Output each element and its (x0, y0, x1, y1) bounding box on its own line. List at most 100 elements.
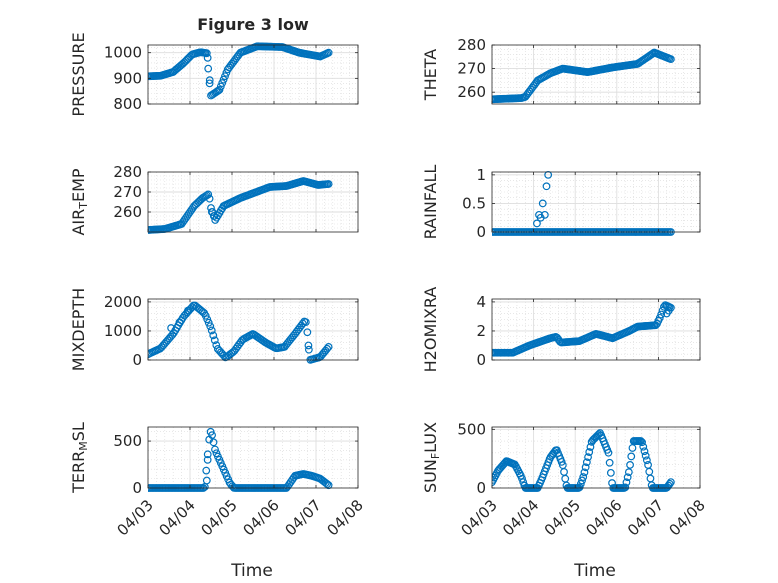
y-tick-label: 500 (457, 420, 486, 438)
data-point (640, 447, 649, 456)
data-point (207, 326, 216, 335)
minor-grid (148, 172, 358, 232)
data-point (579, 473, 588, 481)
subplot-pressure: 800 900 1000 PRESSURE (69, 32, 359, 117)
tick-marks (147, 171, 359, 232)
data-point (210, 336, 219, 345)
data-point (202, 49, 211, 58)
y-axis-label: H2OMIXRA (421, 287, 440, 373)
data-point (301, 318, 310, 327)
data-point (533, 219, 541, 228)
y-tick-label: 270 (457, 60, 486, 78)
major-grid (148, 172, 358, 232)
data-point (604, 448, 613, 457)
y-tick-label: 280 (113, 163, 142, 181)
minor-grid (492, 172, 700, 232)
data-point (641, 451, 650, 460)
x-axis-label: Time (573, 561, 616, 581)
tick-marks (147, 427, 359, 489)
data-point (586, 443, 595, 451)
data-point (324, 343, 333, 351)
y-tick-label: 900 (113, 69, 142, 87)
y-tick-label: 280 (457, 36, 486, 54)
y-tick-label: 0.5 (462, 194, 486, 212)
minor-grid (492, 427, 700, 488)
data-point (304, 345, 313, 354)
y-tick-label: 0 (132, 351, 142, 369)
x-axis-label-right: Time (573, 561, 616, 581)
y-tick-label: 260 (113, 203, 142, 221)
data-point (580, 468, 589, 477)
data-point (324, 48, 333, 57)
data-point (204, 318, 213, 327)
data-point (201, 311, 210, 320)
data-point (219, 75, 228, 84)
subplot-rainfall: 0 0.5 1 RAINFALL (421, 165, 701, 241)
data-point (544, 170, 553, 179)
data-point (518, 474, 526, 483)
data-point (209, 438, 218, 447)
data-point (576, 479, 585, 488)
data-point (324, 481, 333, 490)
data-point (202, 476, 211, 485)
data-point (578, 476, 586, 485)
x-tick-label: 04/04 (499, 496, 542, 539)
y-tick-label: 1000 (104, 322, 142, 340)
y-axis-label: SUNFLUX (421, 422, 442, 493)
data-point (624, 468, 633, 477)
x-tick-label: 04/03 (114, 496, 157, 539)
data-point (621, 483, 630, 492)
data-point (175, 318, 184, 327)
tick-marks (491, 299, 701, 361)
x-axis-label-left: Time (230, 561, 273, 581)
subplot-h2omixra: 0 2 4 H2OMIXRA (421, 287, 701, 373)
data-point (657, 310, 666, 319)
data-point (324, 180, 333, 188)
major-grid (492, 427, 700, 488)
data-point (208, 431, 216, 440)
data-point (203, 53, 212, 62)
x-tick-label: 04/06 (240, 496, 283, 539)
data-point (584, 453, 592, 462)
data-point (202, 466, 211, 475)
data-point (204, 64, 213, 73)
x-tick-label: 04/08 (324, 496, 367, 539)
data-point (642, 456, 651, 465)
series-markers (492, 48, 675, 104)
x-tick-label: 04/06 (582, 496, 625, 539)
y-tick-label: 0 (476, 479, 486, 497)
x-tick-label: 04/07 (282, 496, 325, 539)
data-point (638, 438, 646, 447)
data-point (585, 448, 594, 456)
subplot-theta: 260 270 280 THETA (421, 36, 701, 105)
tick-marks (491, 44, 701, 104)
axes-box (147, 44, 359, 105)
data-point (540, 210, 549, 219)
series-markers (148, 177, 333, 234)
data-point (203, 455, 212, 464)
data-point (626, 460, 634, 469)
data-point (575, 483, 584, 492)
axes-box (491, 171, 701, 233)
data-point (183, 306, 192, 315)
series-markers (148, 42, 333, 100)
data-point (218, 79, 227, 87)
y-tick-label: 270 (113, 183, 142, 201)
x-tick-label: 04/04 (156, 496, 199, 539)
y-tick-label: 2 (476, 322, 486, 340)
tick-marks (147, 299, 359, 361)
y-axis-label: RAINFALL (421, 165, 440, 240)
data-point (550, 448, 559, 456)
data-point (303, 328, 312, 337)
series-markers (148, 301, 333, 364)
data-point (205, 194, 214, 203)
axes-background (492, 427, 700, 488)
data-point (206, 322, 215, 331)
y-tick-label: 260 (457, 83, 486, 101)
data-point (582, 458, 591, 467)
data-point (623, 473, 632, 482)
data-point (215, 85, 224, 94)
axes-box (147, 426, 359, 489)
